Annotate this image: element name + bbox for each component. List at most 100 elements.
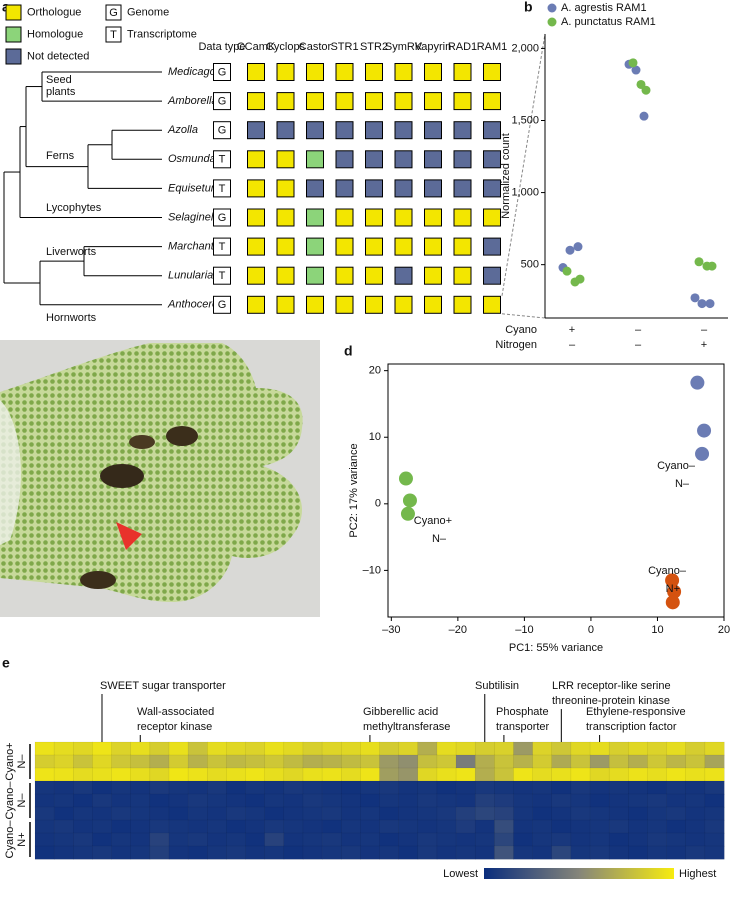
heatmap-cell [704,845,725,860]
group-label: N– [675,478,690,490]
point [690,293,700,303]
heatmap-cell [704,754,725,769]
row-group-label: N– [16,754,28,769]
heatmap-cell [168,767,189,782]
point [639,111,649,121]
status-cell [335,92,354,111]
point [562,266,572,276]
status-cell [335,237,354,256]
colorbar [484,868,674,879]
heatmap-cell [513,845,534,860]
category-label: – [569,339,576,351]
heatmap-cell [130,767,151,782]
heatmap-cell [130,793,151,808]
status-cell [483,237,501,256]
x-tick-label: 20 [718,624,730,636]
annotation: receptor kinase [137,721,212,733]
legend-label: A. punctatus RAM1 [561,16,656,28]
heatmap-cell [264,819,285,834]
data-type-box [213,237,231,256]
heatmap-cell [53,832,74,847]
heatmap-cell [321,819,342,834]
heatmap-cell [360,780,381,795]
heatmap-cell [302,845,323,860]
heatmap-cell [53,780,74,795]
heatmap-cell [283,793,304,808]
point [398,471,413,486]
heatmap-cell [111,832,132,847]
heatmap-cell [53,767,74,782]
heatmap-cell [628,767,648,782]
heatmap-cell [226,767,247,782]
heatmap-cell [360,754,381,769]
legend-box [105,4,122,21]
status-cell [335,121,354,140]
legend-label: Genome [127,6,169,18]
heatmap-cell [168,819,189,834]
heatmap-cell [360,819,381,834]
heatmap-cell [685,832,706,847]
heatmap-cell [111,780,132,795]
annotation: Subtilisin [475,680,519,692]
annotation: methyltransferase [363,721,450,733]
heatmap-cell [666,832,687,847]
status-cell [276,295,295,314]
heatmap-cell [130,741,151,756]
heatmap-cell [34,767,55,782]
heatmap-cell [92,819,113,834]
heatmap-cell [551,845,572,860]
heatmap-cell [474,780,495,795]
heatmap-cell [704,767,725,782]
heatmap-cell [149,741,170,756]
heatmap-cell [187,754,208,769]
legend-marker [547,3,557,13]
status-cell [483,63,501,81]
heatmap-cell [130,806,151,821]
heatmap-cell [589,754,610,769]
clade-label: Liverworts [46,246,97,258]
heatmap-cell [685,767,706,782]
heatmap-cell [149,780,170,795]
status-cell [247,63,265,81]
heatmap-cell [589,767,610,782]
x-tick-label: 10 [651,624,663,636]
heatmap-cell [494,806,515,821]
category-row-label: Cyano [505,324,537,336]
status-cell [424,179,442,198]
heatmap-cell [340,780,361,795]
heatmap-cell [264,845,285,860]
heatmap-cell [494,845,515,860]
heatmap-cell [608,819,629,834]
heatmap-cell [340,793,361,808]
heatmap-cell [379,767,400,782]
status-cell [453,266,472,285]
point [697,299,707,309]
status-cell [483,295,501,314]
legend-box [105,26,122,43]
heatmap-cell [647,767,668,782]
heatmap-cell [474,819,495,834]
status-cell [365,179,383,198]
heatmap-cell [589,806,610,821]
heatmap-cell [685,741,706,756]
heatmap-cell [226,793,247,808]
data-type-box [213,179,231,198]
heatmap-cell [455,780,476,795]
heatmap-cell [551,832,572,847]
heatmap-cell [398,793,419,808]
heatmap-cell [551,806,572,821]
heatmap-cell [245,832,266,847]
heatmap-cell [513,806,534,821]
heatmap-cell [398,780,419,795]
status-cell [453,179,472,198]
heatmap-cell [666,754,687,769]
heatmap-cell [398,767,419,782]
y-tick-label: 1,500 [511,114,539,126]
heatmap-cell [283,780,304,795]
legend-label: A. agrestis RAM1 [561,2,647,14]
heatmap-cell [283,806,304,821]
species-label: Selaginella [168,211,222,223]
heatmap-cell [398,832,419,847]
point [575,274,585,284]
heatmap-cell [264,754,285,769]
